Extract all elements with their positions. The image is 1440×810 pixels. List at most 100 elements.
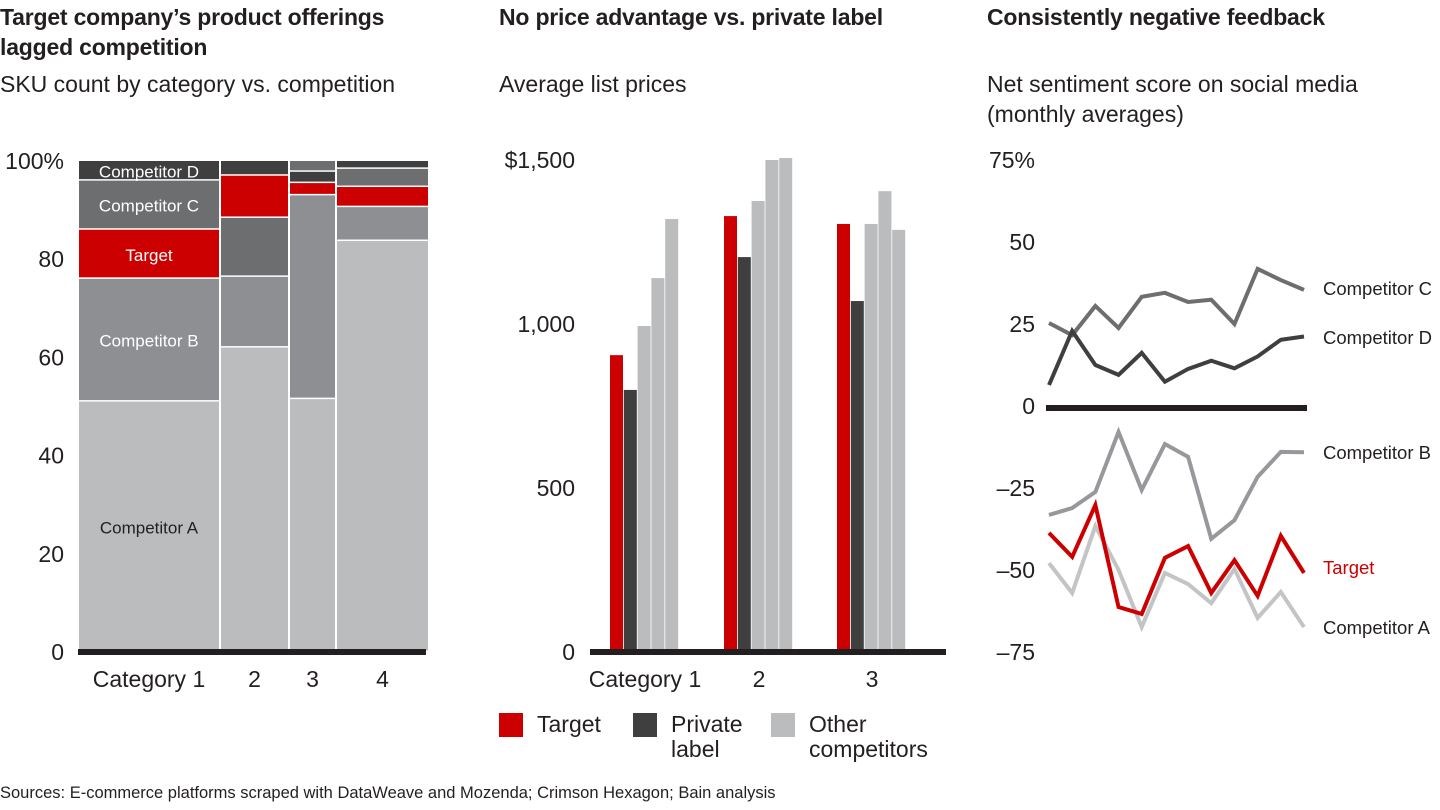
legend-item-other-competitors: Other competitors bbox=[771, 712, 928, 762]
bar-2-private-label bbox=[737, 257, 751, 652]
chart1-title-line-1: Target company’s product offerings bbox=[0, 4, 385, 30]
bar-segment-category-1-competitor-b bbox=[79, 278, 219, 401]
y-tick-label: 0 bbox=[562, 639, 575, 665]
x-tick-label: 3 bbox=[866, 666, 879, 692]
y-tick-label: 60 bbox=[38, 344, 64, 370]
segment-label-competitor-a: Competitor A bbox=[100, 518, 199, 537]
bar-category-1-other-competitors-2 bbox=[651, 278, 665, 652]
line-label-competitor-d: Competitor D bbox=[1323, 327, 1432, 348]
line-target bbox=[1047, 498, 1306, 617]
bar-segment-category-1-competitor-d bbox=[79, 161, 219, 180]
chart3-subtitle-line-2: (monthly averages) bbox=[987, 101, 1184, 127]
y-tick-label: 100% bbox=[5, 148, 64, 174]
bar-segment-2-target bbox=[221, 175, 288, 217]
line-label-competitor-c: Competitor C bbox=[1323, 278, 1432, 299]
bar-3-private-label bbox=[850, 301, 864, 652]
x-tick-label: 4 bbox=[376, 666, 389, 692]
bar-segment-category-1-competitor-a bbox=[79, 401, 219, 651]
bar-2-other-competitors-1 bbox=[751, 201, 765, 652]
bar-2-target bbox=[724, 216, 737, 652]
bar-segment-3-target bbox=[290, 183, 335, 194]
bar-segment-3-competitor-d bbox=[290, 171, 335, 182]
x-tick-label: 2 bbox=[248, 666, 261, 692]
y-tick-label: $1,500 bbox=[505, 147, 575, 173]
chart3-title: Consistently negative feedback bbox=[987, 4, 1325, 30]
y-tick-label: 80 bbox=[38, 246, 64, 272]
legend-label-target: Target bbox=[537, 712, 601, 737]
bar-category-1-other-competitors-1 bbox=[637, 325, 651, 652]
legend-label-private-label: Private label bbox=[671, 712, 743, 762]
y-tick-label: 1,000 bbox=[517, 311, 575, 337]
bar-segment-4-competitor-c bbox=[337, 168, 428, 186]
x-axis-baseline bbox=[78, 649, 426, 655]
y-tick-label: –50 bbox=[997, 557, 1035, 583]
bar-segment-4-competitor-d bbox=[337, 161, 428, 168]
bar-segment-4-competitor-b bbox=[337, 207, 428, 240]
x-tick-label: 2 bbox=[753, 666, 766, 692]
legend-label-other-competitors-line-2: competitors bbox=[809, 736, 928, 762]
bar-category-1-private-label bbox=[623, 389, 637, 652]
legend-label-private-label-line-1: Private bbox=[671, 711, 743, 737]
x-tick-label: Category 1 bbox=[93, 666, 206, 692]
bar-segment-2-competitor-d bbox=[221, 161, 288, 175]
chart3-subtitle-line-1: Net sentiment score on social media bbox=[987, 71, 1358, 97]
chart1-stacked-bars: Competitor A Competitor B Target Competitor… bbox=[5, 148, 428, 692]
chart3-sentiment-lines: –75 –50 –25 0 25 50 75% Competitor C Competitor … bbox=[989, 147, 1432, 665]
chart1-title: Target company’s product offerings lagge… bbox=[0, 2, 384, 62]
y-tick-label: –25 bbox=[997, 475, 1035, 501]
bar-segment-3-competitor-a bbox=[290, 399, 335, 651]
segment-label-competitor-d: Competitor D bbox=[99, 162, 199, 181]
line-label-competitor-a: Competitor A bbox=[1323, 617, 1431, 638]
bar-category-1-other-competitors-3 bbox=[665, 219, 679, 653]
legend-swatch-private-label bbox=[633, 713, 657, 737]
y-tick-label: 0 bbox=[1022, 393, 1035, 419]
bar-segment-2-competitor-c bbox=[221, 217, 288, 276]
line-competitor-c bbox=[1048, 266, 1305, 338]
segment-label-target: Target bbox=[125, 246, 173, 265]
x-tick-label: Category 1 bbox=[589, 666, 702, 692]
bar-segment-category-1-target bbox=[79, 229, 219, 278]
x-axis-baseline bbox=[590, 649, 946, 655]
x-tick-label: 3 bbox=[306, 666, 319, 692]
bar-3-target bbox=[837, 223, 850, 652]
bar-category-1-target bbox=[610, 355, 623, 652]
y-tick-label: –75 bbox=[997, 639, 1035, 665]
segment-label-competitor-c: Competitor C bbox=[99, 197, 199, 216]
line-label-target: Target bbox=[1323, 557, 1374, 578]
segment-label-competitor-b: Competitor B bbox=[99, 332, 198, 351]
chart1-subtitle: SKU count by category vs. competition bbox=[0, 71, 396, 97]
legend-item-target: Target bbox=[499, 712, 601, 737]
bar-3-other-competitors-3 bbox=[892, 229, 906, 652]
bar-3-other-competitors-1 bbox=[864, 223, 878, 652]
sources-note: Sources: E-commerce platforms scraped wi… bbox=[0, 784, 776, 802]
bar-3-other-competitors-2 bbox=[878, 191, 892, 652]
chart2-title: No price advantage vs. private label bbox=[499, 4, 883, 30]
legend-swatch-other-competitors bbox=[771, 713, 795, 737]
y-tick-label: 0 bbox=[51, 639, 64, 665]
chart3-subtitle: Net sentiment score on social media (mon… bbox=[987, 69, 1358, 129]
bar-segment-4-target bbox=[337, 187, 428, 206]
line-label-competitor-b: Competitor B bbox=[1323, 442, 1431, 463]
y-tick-label: 75% bbox=[989, 147, 1035, 173]
line-competitor-d bbox=[1047, 326, 1305, 386]
chart2-subtitle: Average list prices bbox=[499, 71, 687, 97]
legend-label-private-label-line-2: label bbox=[671, 736, 720, 762]
bar-segment-2-competitor-b bbox=[221, 276, 288, 347]
bar-2-other-competitors-3 bbox=[779, 158, 793, 653]
line-competitor-a bbox=[1047, 521, 1306, 633]
zero-line bbox=[1046, 405, 1307, 411]
bar-segment-3-competitor-b bbox=[290, 195, 335, 398]
bar-segment-3-competitor-c bbox=[290, 161, 335, 171]
bar-segment-4-competitor-a bbox=[337, 241, 428, 651]
y-tick-label: 40 bbox=[38, 443, 64, 469]
chart2-price-bars: Category 1 2 3 0 500 1,000 $1,500 bbox=[505, 147, 946, 692]
legend-label-other-competitors: Other competitors bbox=[809, 712, 928, 762]
bar-segment-2-competitor-a bbox=[221, 347, 288, 651]
bar-segment-category-1-competitor-c bbox=[79, 180, 219, 229]
legend-label-target-line-1: Target bbox=[537, 711, 601, 737]
chart1-title-line-2: lagged competition bbox=[0, 34, 208, 60]
y-tick-label: 500 bbox=[537, 475, 575, 501]
legend-item-private-label: Private label bbox=[633, 712, 743, 762]
y-tick-label: 25 bbox=[1009, 311, 1035, 337]
